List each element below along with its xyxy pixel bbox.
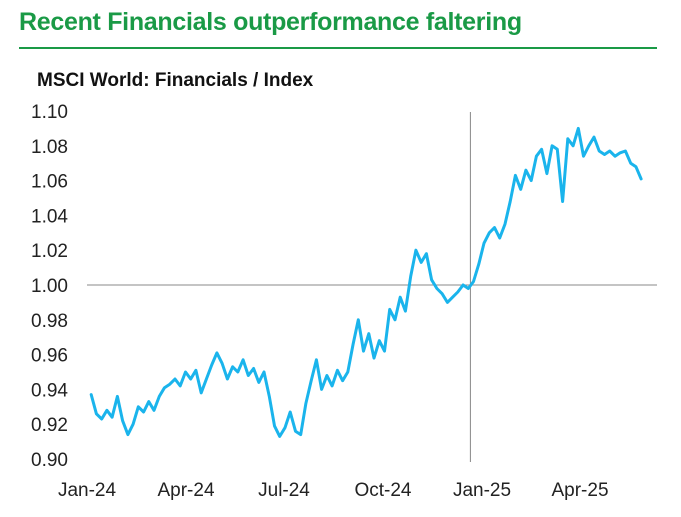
y-tick-label: 1.10 [31, 102, 68, 123]
financials-relative-series-line [89, 126, 643, 438]
y-tick-label: 1.02 [31, 241, 68, 262]
y-tick-label: 0.92 [31, 415, 68, 436]
reference-lines [87, 112, 657, 462]
plot-area [89, 126, 643, 438]
y-tick-label: 1.06 [31, 172, 68, 193]
chart-subtitle: MSCI World: Financials / Index [37, 70, 314, 91]
y-tick-label: 1.00 [31, 276, 68, 297]
x-tick-label: Apr-25 [551, 480, 608, 501]
y-axis: 0.90 0.92 0.94 0.96 0.98 1.00 1.02 1.04 1.06 1.08… [31, 102, 68, 471]
x-axis: Jan-24 Apr-24 Jul-24 Oct-24 Jan-25 Apr-25 [58, 480, 609, 501]
x-tick-label: Jan-24 [58, 480, 117, 501]
y-tick-label: 1.08 [31, 137, 68, 158]
x-tick-label: Jan-25 [453, 480, 511, 501]
page-title: Recent Financials outperformance falteri… [19, 8, 522, 36]
title-divider [19, 47, 657, 49]
y-tick-label: 0.90 [31, 450, 68, 471]
y-tick-label: 0.94 [31, 380, 68, 401]
y-tick-label: 0.96 [31, 346, 68, 367]
x-tick-label: Oct-24 [354, 480, 411, 501]
x-tick-label: Apr-24 [157, 480, 214, 501]
y-tick-label: 0.98 [31, 311, 68, 332]
x-tick-label: Jul-24 [258, 480, 310, 501]
y-tick-label: 1.04 [31, 206, 68, 227]
